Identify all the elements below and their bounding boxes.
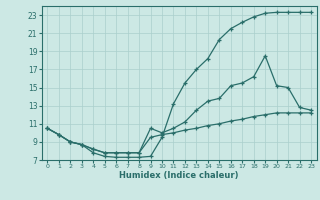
X-axis label: Humidex (Indice chaleur): Humidex (Indice chaleur) — [119, 171, 239, 180]
